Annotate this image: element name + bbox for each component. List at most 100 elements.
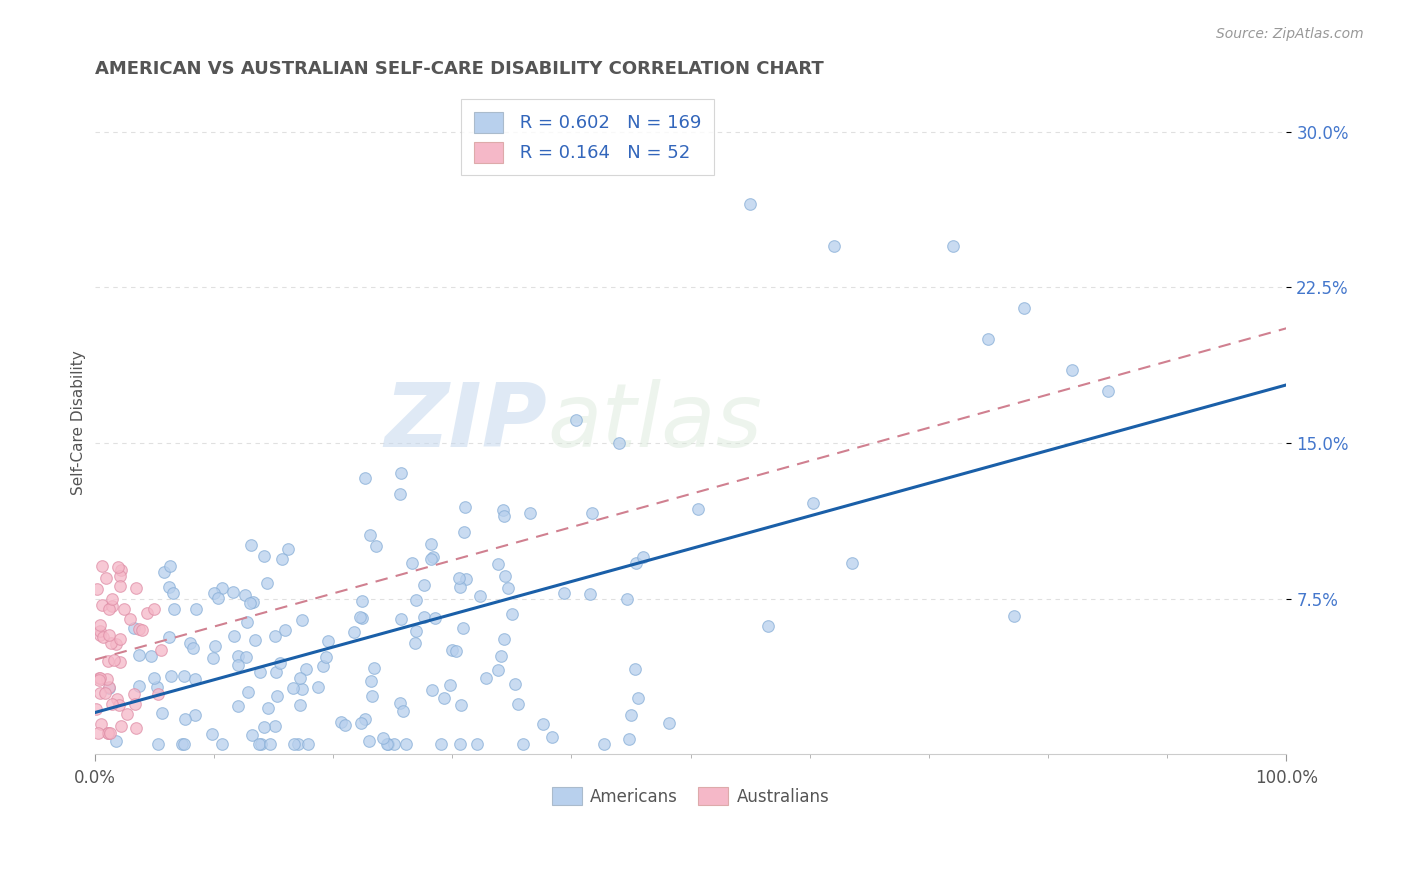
Point [101,591,124,606]
Point [450,698,472,712]
Point [122,621,145,635]
Point [297,737,319,751]
Point [266,689,288,703]
Point [496,581,519,595]
Point [128,648,150,662]
Legend: Americans, Australians: Americans, Australians [546,780,835,813]
Point [405,624,427,638]
Point [288,671,311,685]
Point [239,596,262,610]
Point [150,706,173,720]
Point [633,549,655,564]
Point [492,503,515,517]
Point [404,636,426,650]
Point [519,506,541,520]
Point [233,588,256,602]
Point [98,628,121,642]
Point [349,609,371,624]
Point [468,589,491,603]
Point [163,602,186,616]
Point [97,654,120,668]
Point [110,563,132,577]
Point [226,649,249,664]
Point [201,727,224,741]
Point [211,581,233,595]
Point [277,542,299,557]
Point [366,539,388,553]
Point [259,737,281,751]
Point [801,496,824,510]
Point [977,332,1000,346]
Point [579,587,602,601]
Point [128,679,150,693]
Point [97,726,120,740]
Point [291,681,314,696]
Point [253,549,276,563]
Point [388,696,411,710]
Point [157,630,180,644]
Point [108,698,131,712]
Point [420,683,443,698]
Point [333,717,356,731]
Point [104,733,127,747]
Point [236,685,259,699]
Point [104,637,127,651]
Point [394,737,416,751]
Point [294,662,316,676]
Point [607,436,630,450]
Point [627,691,650,706]
Point [318,633,340,648]
Point [531,717,554,731]
Point [160,669,183,683]
Point [492,508,515,523]
Point [204,639,226,653]
Point [131,623,153,637]
Point [207,591,229,605]
Point [202,586,225,600]
Point [150,643,173,657]
Point [228,658,250,673]
Point [419,552,441,566]
Point [433,691,456,706]
Point [658,715,681,730]
Point [419,537,441,551]
Point [382,737,405,751]
Point [389,487,412,501]
Point [405,592,427,607]
Point [307,680,329,694]
Point [184,673,207,687]
Point [312,659,335,673]
Point [98,680,121,694]
Point [257,700,280,714]
Point [620,708,643,723]
Point [389,467,412,481]
Point [281,681,304,696]
Point [87,673,110,687]
Point [141,649,163,664]
Point [179,635,201,649]
Point [465,737,488,751]
Point [456,572,478,586]
Point [823,239,845,253]
Point [120,612,142,626]
Point [454,500,477,515]
Point [494,569,516,583]
Point [740,197,762,211]
Point [108,632,131,646]
Point [90,717,112,731]
Point [264,629,287,643]
Point [186,602,208,616]
Point [250,737,273,751]
Point [501,607,523,621]
Point [449,580,471,594]
Text: AMERICAN VS AUSTRALIAN SELF-CARE DISABILITY CORRELATION CHART: AMERICAN VS AUSTRALIAN SELF-CARE DISABIL… [94,60,824,78]
Point [290,698,312,712]
Point [429,737,451,751]
Point [108,569,131,583]
Point [616,592,638,607]
Point [1012,301,1035,315]
Point [486,663,509,677]
Point [440,643,463,657]
Point [350,716,373,731]
Point [274,623,297,637]
